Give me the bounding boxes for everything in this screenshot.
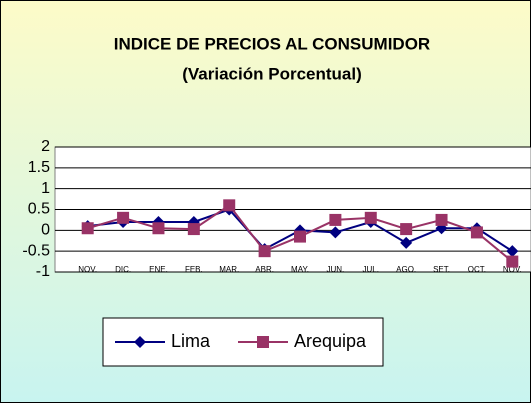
x-tick-label: Jun. [326, 265, 344, 274]
x-tick-label: Feb. [185, 265, 203, 274]
x-tick-label: May. [291, 265, 309, 274]
x-tick-label: Jul. [363, 265, 379, 274]
x-tick-label: Mar. [219, 265, 239, 274]
data-point [81, 222, 94, 235]
x-tick-label: Abr. [255, 265, 274, 274]
chart-title: INDICE DE PRECIOS AL CONSUMIDOR [114, 34, 430, 53]
y-tick-label: -1 [36, 263, 50, 280]
x-tick-label: Nov. [503, 265, 522, 274]
y-tick-label: 0 [41, 222, 50, 239]
y-tick-label: 2 [41, 138, 50, 155]
x-tick-label: Ene. [149, 265, 168, 274]
data-point [329, 226, 342, 239]
data-point [435, 213, 448, 226]
data-point [258, 245, 271, 258]
y-tick-label: 1.5 [28, 159, 50, 176]
x-tick-label: Nov. [78, 265, 97, 274]
data-point [400, 236, 413, 249]
data-point [506, 245, 519, 258]
data-point [400, 223, 413, 236]
x-tick-label: Oct. [468, 265, 486, 274]
chart-subtitle: (Variación Porcentual) [182, 64, 362, 83]
data-point [187, 223, 200, 236]
legend-label: Lima [171, 331, 211, 351]
data-point [294, 230, 306, 243]
x-tick-label: Set. [433, 265, 450, 274]
legend-marker [257, 336, 269, 348]
y-tick-label: -0.5 [22, 242, 50, 259]
data-point [470, 226, 483, 239]
data-point [506, 255, 519, 268]
legend-label: Arequipa [294, 331, 367, 351]
x-tick-label: Dic. [115, 265, 131, 274]
y-tick-label: 0.5 [28, 201, 50, 218]
data-point [329, 213, 342, 226]
data-point [152, 222, 165, 235]
x-tick-label: Ago. [396, 265, 416, 274]
data-point [364, 211, 377, 224]
data-point [223, 199, 236, 212]
data-point [117, 211, 130, 224]
legend-marker [134, 336, 146, 348]
y-tick-label: 1 [41, 180, 50, 197]
